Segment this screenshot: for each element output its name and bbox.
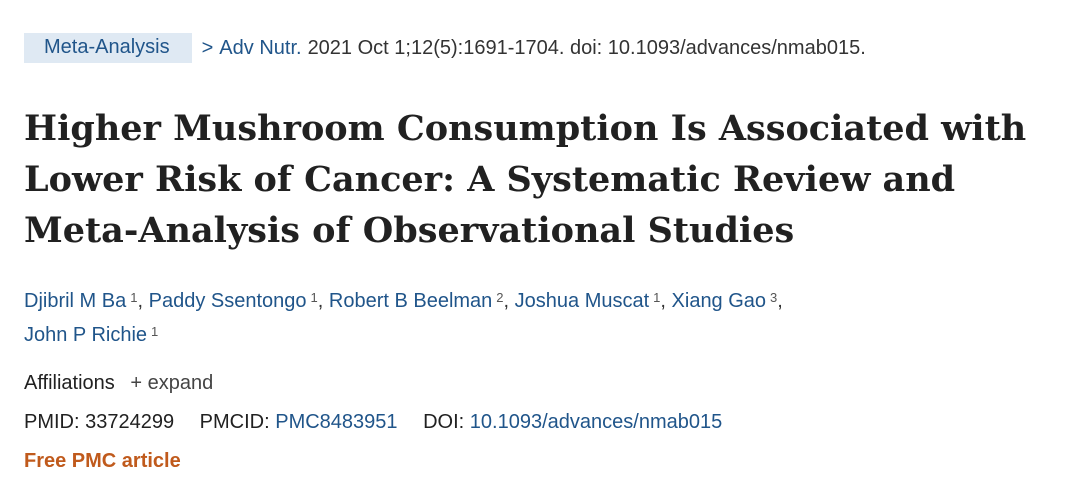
affiliation-ref[interactable]: 1 [130,290,138,305]
author-list: Djibril M Ba 1, Paddy Ssentongo 1, Robert … [24,290,783,346]
affiliations-label: Affiliations [24,372,115,394]
author-link[interactable]: John P Richie 1 [24,324,159,346]
article-title: Higher Mushroom Consumption Is Associate… [24,108,1027,251]
pmid-label: PMID: [24,411,80,433]
affiliation-ref[interactable]: 1 [653,290,661,305]
citation-line: Meta-Analysis > Adv Nutr. 2021 Oct 1;12(… [24,33,866,63]
citation-text: 2021 Oct 1;12(5):1691-1704. doi: 10.1093… [307,36,866,59]
pmid-value: 33724299 [85,411,175,433]
pmcid-link[interactable]: PMC8483951 [275,411,398,433]
affiliations-expand-button[interactable]: + expand [130,372,214,394]
free-pmc-article-link[interactable]: Free PMC article [24,450,181,472]
journal-link[interactable]: Adv Nutr. [219,36,302,59]
article-type-badge[interactable]: Meta-Analysis [24,33,192,63]
chevron-right-icon: > [201,36,214,59]
affiliation-ref[interactable]: 1 [151,324,159,339]
doi-link[interactable]: 10.1093/advances/nmab015 [469,411,723,433]
author-link[interactable]: Robert B Beelman 2 [328,290,504,312]
author-link[interactable]: Djibril M Ba 1 [24,290,138,312]
identifiers-row: PMID: 33724299 PMCID: PMC8483951 DOI: 10… [24,411,722,434]
pmcid-label: PMCID: [199,411,270,433]
affiliation-ref[interactable]: 1 [310,290,318,305]
author-link[interactable]: Joshua Muscat 1 [514,290,661,312]
affiliation-ref[interactable]: 2 [496,290,504,305]
doi-label: DOI: [423,411,465,433]
affiliation-ref[interactable]: 3 [770,290,778,305]
author-link[interactable]: Paddy Ssentongo 1 [148,290,318,312]
affiliations-row: Affiliations + expand [24,372,213,395]
author-link[interactable]: Xiang Gao 3 [671,290,778,312]
